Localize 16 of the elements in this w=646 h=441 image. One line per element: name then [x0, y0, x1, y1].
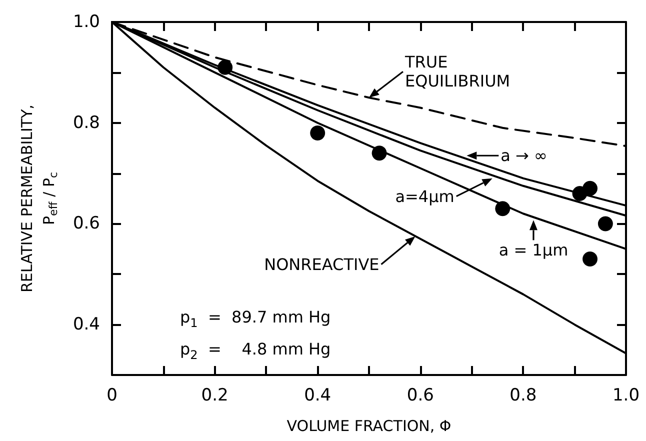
annotation: a = 1μm — [498, 240, 568, 260]
x-tick-label: 0.8 — [510, 386, 537, 406]
annotation: a → ∞ — [500, 146, 548, 166]
y-tick-label: 0.6 — [72, 214, 100, 234]
annotation: NONREACTIVE — [264, 254, 380, 274]
y-tick-label: 1.0 — [72, 12, 100, 32]
x-axis-title: VOLUME FRACTION, Φ — [286, 417, 452, 435]
x-tick-label: 0.4 — [304, 386, 332, 406]
y-tick-label: 0.4 — [72, 314, 100, 335]
x-tick-label: 0 — [106, 386, 118, 406]
x-tick-label: 1.0 — [612, 386, 640, 406]
annotation: a=4μm — [395, 186, 454, 206]
annotation: TRUE EQUILIBRIUM — [404, 52, 510, 91]
x-tick-label: 0.2 — [201, 386, 228, 406]
x-tick-label: 0.6 — [406, 386, 434, 406]
y-tick-label: 0.8 — [72, 112, 100, 133]
